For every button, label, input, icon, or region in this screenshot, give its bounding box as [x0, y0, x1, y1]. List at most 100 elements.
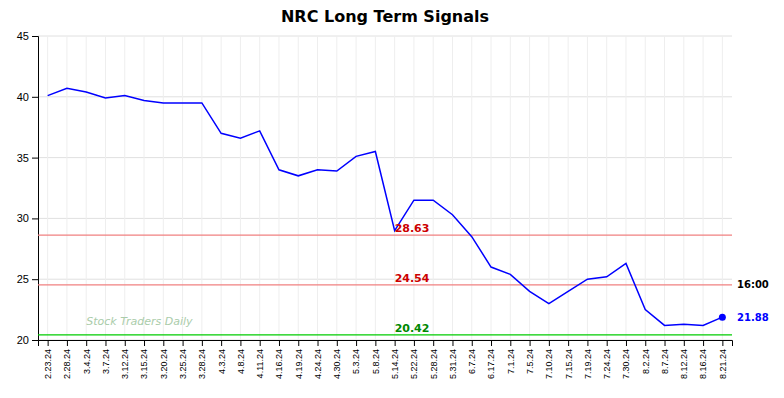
x-tick-label: 8.21.24 — [718, 349, 728, 379]
grid-line-x — [548, 36, 549, 340]
x-tick-label: 7.19.24 — [583, 349, 593, 379]
x-tick: 3.15.24 — [139, 340, 149, 379]
x-tick: 6.17.24 — [486, 340, 496, 379]
grid-line-x — [201, 36, 202, 340]
x-tick-mark — [298, 340, 299, 346]
x-tick-label: 3.12.24 — [120, 349, 130, 379]
x-tick-label: 3.25.24 — [178, 349, 188, 379]
y-tick: 30 — [17, 212, 38, 224]
x-tick-label: 5.3.24 — [351, 349, 361, 374]
hline — [38, 234, 732, 235]
x-tick-label: 7.30.24 — [621, 349, 631, 379]
x-tick: 2.28.24 — [62, 340, 72, 379]
y-tick-label: 35 — [17, 152, 29, 164]
series-line — [48, 88, 723, 325]
grid-line-x — [356, 36, 357, 340]
grid-line-x — [298, 36, 299, 340]
x-tick: 7.10.24 — [544, 340, 554, 379]
x-tick-mark — [491, 340, 492, 346]
hline-label: 28.63 — [395, 222, 430, 235]
y-tick-mark — [32, 279, 38, 280]
grid-line-x — [240, 36, 241, 340]
x-tick: 5.22.24 — [409, 340, 419, 379]
x-tick-mark — [48, 340, 49, 346]
x-tick-label: 2.23.24 — [43, 349, 53, 379]
end-label: 21.88 — [737, 312, 769, 323]
x-tick: 4.19.24 — [294, 340, 304, 379]
grid-line-x — [47, 36, 48, 340]
grid-line-x — [66, 36, 67, 340]
x-tick: 4.30.24 — [332, 340, 342, 379]
x-axis: 2.23.242.28.243.4.243.7.243.12.243.15.24… — [39, 340, 733, 379]
y-tick-label: 40 — [17, 91, 29, 103]
x-tick: 4.8.24 — [236, 340, 246, 374]
grid-line-x — [683, 36, 684, 340]
hline-label: 20.42 — [395, 322, 430, 335]
x-tick-mark — [221, 340, 222, 346]
grid-line-x — [336, 36, 337, 340]
x-tick-label: 5.14.24 — [390, 349, 400, 379]
y-tick-label: 30 — [17, 212, 29, 224]
hline — [38, 334, 732, 335]
x-tick-mark — [318, 340, 319, 346]
x-tick-mark — [279, 340, 280, 346]
x-tick: 2.23.24 — [43, 340, 53, 379]
y-tick-mark — [32, 340, 38, 341]
grid-line-x — [510, 36, 511, 340]
grid-line-x — [413, 36, 414, 340]
x-tick-label: 7.1.24 — [506, 349, 516, 374]
x-tick-mark — [125, 340, 126, 346]
hline — [38, 284, 732, 285]
x-tick-label: 8.12.24 — [679, 349, 689, 379]
y-axis-line — [32, 37, 39, 341]
watermark: Stock Traders Daily — [86, 315, 193, 328]
grid-line-x — [278, 36, 279, 340]
x-tick-label: 4.16.24 — [274, 349, 284, 379]
x-tick: 7.19.24 — [583, 340, 593, 379]
x-tick-label: 8.2.24 — [641, 349, 651, 374]
x-tick-mark — [607, 340, 608, 346]
x-tick-mark — [337, 340, 338, 346]
x-tick-mark — [240, 340, 241, 346]
x-tick-label: 6.17.24 — [486, 349, 496, 379]
grid-line-y — [38, 218, 732, 219]
y-tick-mark — [32, 97, 38, 98]
grid-line-x — [703, 36, 704, 340]
grid-line-x — [664, 36, 665, 340]
y-tick: 45 — [17, 30, 38, 42]
x-tick: 7.15.24 — [564, 340, 574, 379]
y-tick-mark — [32, 158, 38, 159]
y-tick: 40 — [17, 91, 38, 103]
x-tick-label: 3.7.24 — [101, 349, 111, 374]
x-tick-mark — [568, 340, 569, 346]
x-tick-label: 3.15.24 — [139, 349, 149, 379]
x-tick-mark — [163, 340, 164, 346]
x-tick-label: 7.15.24 — [564, 349, 574, 379]
grid-line-x — [317, 36, 318, 340]
x-tick-mark — [472, 340, 473, 346]
x-tick-label: 4.19.24 — [294, 349, 304, 379]
grid-line-x — [568, 36, 569, 340]
x-tick: 3.25.24 — [178, 340, 188, 379]
grid-line-x — [221, 36, 222, 340]
y-tick-label: 45 — [17, 30, 29, 42]
grid-line-x — [144, 36, 145, 340]
x-tick-label: 4.3.24 — [217, 349, 227, 374]
x-tick-mark — [356, 340, 357, 346]
x-tick: 5.3.24 — [351, 340, 361, 374]
x-tick-label: 7.5.24 — [525, 349, 535, 374]
grid-line-x — [163, 36, 164, 340]
annotations: 28.6324.5420.42Stock Traders Daily16:002… — [86, 222, 769, 335]
x-tick-mark — [530, 340, 531, 346]
grid-line-x — [124, 36, 125, 340]
x-tick: 5.8.24 — [371, 340, 381, 374]
x-tick: 7.24.24 — [602, 340, 612, 379]
x-tick-label: 3.28.24 — [197, 349, 207, 379]
grid-line-x — [394, 36, 395, 340]
x-tick-mark — [260, 340, 261, 346]
x-tick: 7.1.24 — [506, 340, 516, 374]
grid-line-x — [625, 36, 626, 340]
grid-line-x — [606, 36, 607, 340]
grid-line-y — [38, 96, 732, 97]
y-tick: 25 — [17, 273, 38, 285]
